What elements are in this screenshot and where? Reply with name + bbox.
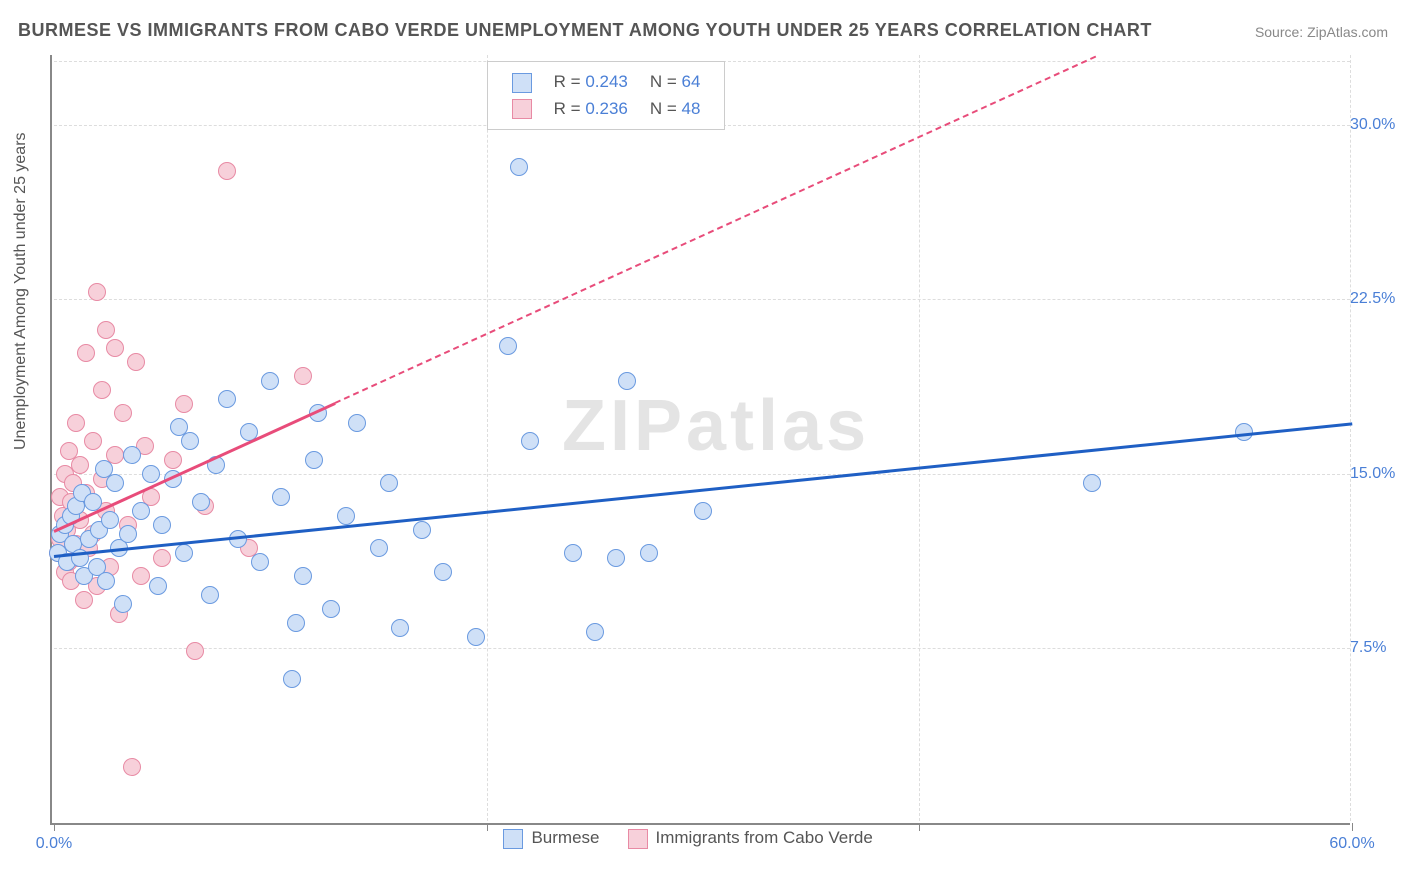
scatter-point	[77, 344, 95, 362]
scatter-point	[75, 591, 93, 609]
scatter-point	[337, 507, 355, 525]
scatter-point	[132, 567, 150, 585]
scatter-point	[132, 502, 150, 520]
scatter-point	[153, 549, 171, 567]
scatter-point	[640, 544, 658, 562]
chart-title: BURMESE VS IMMIGRANTS FROM CABO VERDE UN…	[18, 20, 1152, 41]
scatter-point	[521, 432, 539, 450]
gridline-v	[1350, 55, 1351, 821]
scatter-point	[510, 158, 528, 176]
scatter-point	[348, 414, 366, 432]
scatter-point	[391, 619, 409, 637]
y-tick-label: 7.5%	[1350, 639, 1400, 657]
scatter-point	[322, 600, 340, 618]
source-label: Source: ZipAtlas.com	[1255, 24, 1388, 40]
scatter-point	[618, 372, 636, 390]
scatter-point	[175, 544, 193, 562]
scatter-point	[218, 390, 236, 408]
scatter-point	[93, 381, 111, 399]
scatter-point	[1083, 474, 1101, 492]
scatter-point	[607, 549, 625, 567]
scatter-point	[294, 367, 312, 385]
scatter-point	[142, 465, 160, 483]
scatter-point	[67, 414, 85, 432]
scatter-point	[294, 567, 312, 585]
scatter-point	[283, 670, 301, 688]
legend-series: BurmeseImmigrants from Cabo Verde	[497, 826, 878, 851]
x-tick-label: 0.0%	[36, 835, 72, 853]
scatter-point	[149, 577, 167, 595]
legend-stats: R = 0.243N = 64R = 0.236N = 48	[487, 61, 726, 130]
scatter-point	[181, 432, 199, 450]
scatter-point	[694, 502, 712, 520]
scatter-point	[97, 321, 115, 339]
scatter-point	[380, 474, 398, 492]
x-tick	[919, 823, 920, 831]
scatter-point	[413, 521, 431, 539]
y-tick-label: 22.5%	[1350, 290, 1400, 308]
scatter-point	[434, 563, 452, 581]
scatter-point	[261, 372, 279, 390]
scatter-point	[564, 544, 582, 562]
scatter-point	[467, 628, 485, 646]
scatter-point	[101, 511, 119, 529]
scatter-point	[218, 162, 236, 180]
scatter-point	[164, 451, 182, 469]
y-tick-label: 30.0%	[1350, 116, 1400, 134]
scatter-point	[192, 493, 210, 511]
scatter-point	[123, 758, 141, 776]
gridline-h	[54, 648, 1350, 649]
scatter-point	[186, 642, 204, 660]
scatter-point	[127, 353, 145, 371]
scatter-point	[88, 283, 106, 301]
scatter-point	[106, 474, 124, 492]
scatter-point	[272, 488, 290, 506]
gridline-h	[54, 474, 1350, 475]
scatter-point	[106, 339, 124, 357]
y-axis-label: Unemployment Among Youth under 25 years	[12, 132, 30, 450]
scatter-point	[114, 595, 132, 613]
scatter-point	[175, 395, 193, 413]
x-tick	[54, 823, 55, 831]
y-tick-label: 15.0%	[1350, 465, 1400, 483]
gridline-h	[54, 299, 1350, 300]
scatter-point	[153, 516, 171, 534]
plot-area: ZIPatlas 7.5%15.0%22.5%30.0%0.0%60.0%R =…	[50, 55, 1350, 825]
scatter-point	[119, 525, 137, 543]
x-tick-label: 60.0%	[1329, 835, 1374, 853]
scatter-point	[499, 337, 517, 355]
scatter-point	[305, 451, 323, 469]
watermark: ZIPatlas	[562, 385, 870, 467]
gridline-v	[919, 55, 920, 821]
scatter-point	[251, 553, 269, 571]
scatter-point	[71, 456, 89, 474]
gridline-v	[487, 55, 488, 821]
scatter-point	[586, 623, 604, 641]
scatter-point	[370, 539, 388, 557]
scatter-point	[97, 572, 115, 590]
x-tick	[487, 823, 488, 831]
x-tick	[1352, 823, 1353, 831]
scatter-point	[123, 446, 141, 464]
scatter-point	[201, 586, 219, 604]
scatter-point	[287, 614, 305, 632]
scatter-point	[114, 404, 132, 422]
scatter-point	[84, 432, 102, 450]
